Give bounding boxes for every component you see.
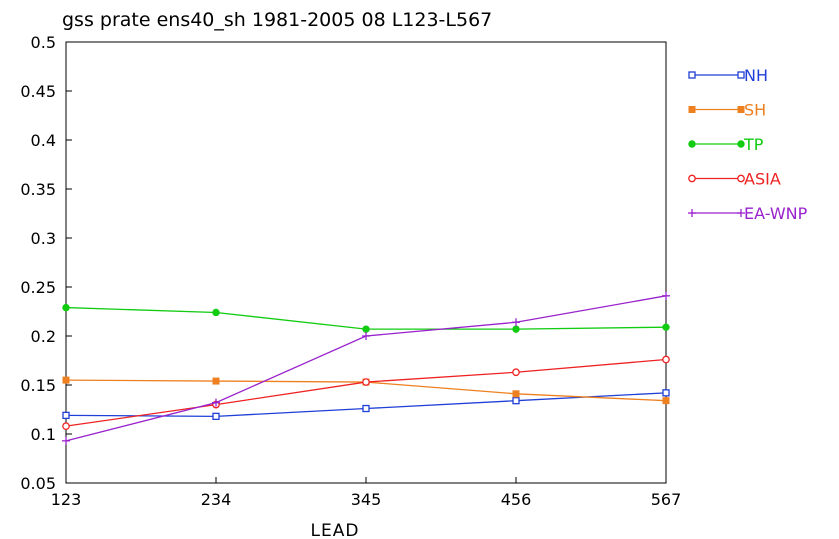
legend-marker xyxy=(688,209,696,217)
data-point-ea-wnp xyxy=(662,291,670,300)
series-tp xyxy=(62,303,670,333)
legend-label: ASIA xyxy=(744,170,781,189)
legend-marker xyxy=(737,71,745,79)
chart-title: gss prate ens40_sh 1981-2005 08 L123-L56… xyxy=(62,9,492,31)
legend-marker xyxy=(737,209,745,217)
legend-marker xyxy=(688,71,696,79)
data-point-ea-wnp xyxy=(362,332,370,340)
x-axis: 123 234 345 456 567 xyxy=(51,477,682,509)
data-point-ea-wnp xyxy=(512,318,520,327)
y-tick-label: 0.5 xyxy=(31,33,56,52)
legend-marker xyxy=(737,174,745,183)
series-nh xyxy=(62,389,670,421)
data-point-tp xyxy=(662,323,670,331)
series-line-ea-wnp xyxy=(65,295,667,442)
series-layer xyxy=(62,291,670,445)
y-tick-label: 0.1 xyxy=(31,425,56,444)
data-point-tp xyxy=(512,325,520,333)
legend-label: EA-WNP xyxy=(744,204,808,223)
legend-item-asia: ASIA xyxy=(688,170,781,189)
plot-frame xyxy=(65,41,667,484)
legend-label: TP xyxy=(743,135,764,154)
legend-marker xyxy=(688,106,696,113)
data-point-tp xyxy=(362,325,370,333)
legend-marker xyxy=(688,140,696,148)
data-point-nh xyxy=(212,412,220,421)
legend-marker xyxy=(688,174,696,183)
data-point-tp xyxy=(212,308,220,317)
legend-marker xyxy=(737,106,745,113)
x-tick-label: 567 xyxy=(651,490,682,509)
y-tick-label: 0.05 xyxy=(20,474,56,493)
y-tick-label: 0.25 xyxy=(20,278,56,297)
data-point-sh xyxy=(512,390,520,398)
legend-item-tp: TP xyxy=(688,135,764,154)
data-point-ea-wnp xyxy=(62,436,70,445)
legend-item-ea-wnp: EA-WNP xyxy=(688,204,808,223)
data-point-asia xyxy=(362,378,370,386)
series-ea-wnp xyxy=(62,291,670,445)
x-tick-label: 345 xyxy=(351,490,382,509)
data-point-nh xyxy=(62,411,70,420)
legend-label: SH xyxy=(744,101,766,120)
legend-item-nh: NH xyxy=(688,66,768,85)
x-tick-label: 456 xyxy=(501,490,532,509)
data-point-asia xyxy=(62,422,70,431)
legend-label: NH xyxy=(744,66,768,85)
legend-marker xyxy=(737,140,745,148)
data-point-sh xyxy=(62,376,70,384)
x-tick-label: 123 xyxy=(51,490,82,509)
x-tick-label: 234 xyxy=(201,490,232,509)
legend-item-sh: SH xyxy=(688,101,766,120)
data-point-nh xyxy=(662,389,670,397)
data-point-sh xyxy=(662,397,670,405)
data-point-tp xyxy=(62,303,70,312)
data-point-asia xyxy=(662,355,670,364)
y-tick-label: 0.35 xyxy=(20,180,56,199)
y-tick-label: 0.2 xyxy=(31,327,56,346)
x-axis-label: LEAD xyxy=(311,521,360,539)
data-point-ea-wnp xyxy=(212,398,220,407)
data-point-sh xyxy=(212,377,220,385)
legend: NH SH TP ASIA EA-WNP xyxy=(688,66,808,223)
data-point-nh xyxy=(512,397,520,405)
y-tick-label: 0.4 xyxy=(31,131,56,150)
data-point-asia xyxy=(512,368,520,377)
y-tick-label: 0.15 xyxy=(20,376,56,395)
data-point-nh xyxy=(362,404,370,413)
y-tick-label: 0.3 xyxy=(31,229,56,248)
y-tick-label: 0.45 xyxy=(20,82,56,101)
y-axis: 0.05 0.1 0.15 0.2 0.25 0.3 0.35 0.4 0.45 0.5 xyxy=(20,33,72,493)
